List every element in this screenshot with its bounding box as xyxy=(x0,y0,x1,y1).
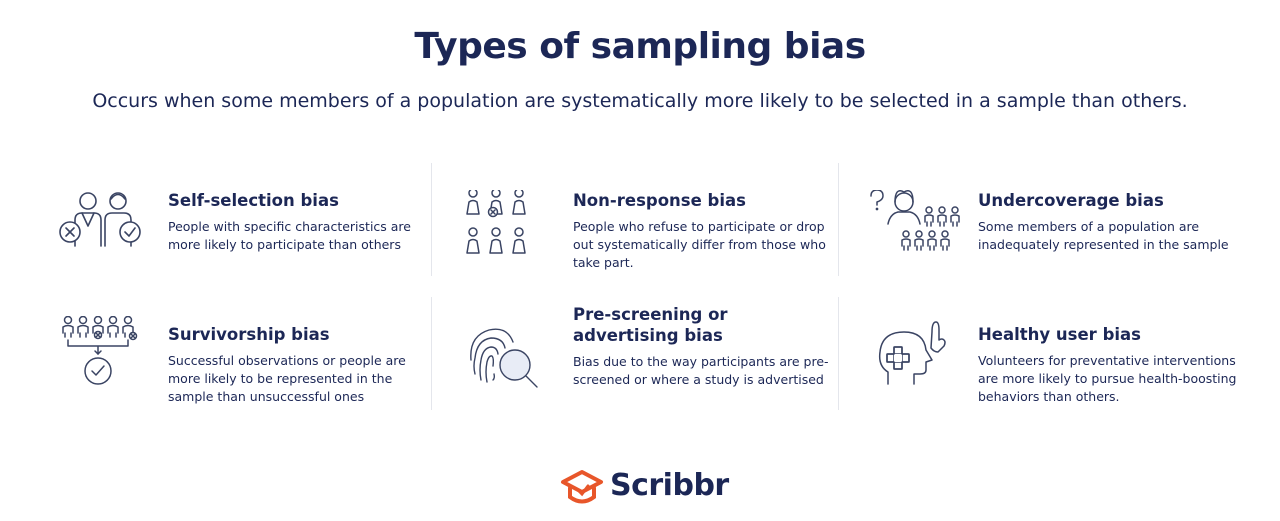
survivorship-icon xyxy=(58,315,158,434)
card-description: Some members of a population are inadequ… xyxy=(978,219,1229,252)
page-subtitle: Occurs when some members of a population… xyxy=(92,90,1188,112)
self-selection-icon xyxy=(58,190,158,300)
card-non-response: Non-response bias People who refuse to p… xyxy=(463,188,853,310)
brand-name: Scribbr xyxy=(610,468,729,503)
divider-top-left xyxy=(431,163,432,276)
card-pre-screening: Pre-screening or advertising bias Bias d… xyxy=(463,304,853,424)
card-title: Non-response bias xyxy=(573,191,746,210)
divider-bottom-right xyxy=(838,297,839,410)
card-title: Undercoverage bias xyxy=(978,191,1164,210)
healthy-head-icon xyxy=(868,318,968,428)
card-description: People with specific characteristics are… xyxy=(168,219,411,252)
card-title: Self-selection bias xyxy=(168,191,339,210)
card-description: Volunteers for preventative intervention… xyxy=(978,353,1237,404)
card-undercoverage: Undercoverage bias Some members of a pop… xyxy=(868,189,1258,310)
card-healthy-user: Healthy user bias Volunteers for prevent… xyxy=(868,321,1258,444)
card-description: Bias due to the way participants are pre… xyxy=(573,354,829,387)
card-title: Survivorship bias xyxy=(168,325,330,344)
divider-bottom-left xyxy=(431,297,432,410)
card-description: People who refuse to participate or drop… xyxy=(573,219,826,270)
card-title: Pre-screening or advertising bias xyxy=(573,305,728,345)
graduation-cap-icon xyxy=(561,470,603,504)
undercoverage-icon xyxy=(868,189,968,300)
fingerprint-magnifier-icon xyxy=(463,320,563,430)
non-response-icon xyxy=(463,188,563,300)
page-title: Types of sampling bias xyxy=(414,26,866,67)
card-self-selection: Self-selection bias People with specific… xyxy=(58,190,448,310)
card-title: Healthy user bias xyxy=(978,325,1141,344)
divider-top-right xyxy=(838,163,839,276)
card-description: Successful observations or people are mo… xyxy=(168,353,406,404)
card-survivorship: Survivorship bias Successful observation… xyxy=(58,315,448,444)
scribbr-logo: Scribbr xyxy=(560,466,730,510)
